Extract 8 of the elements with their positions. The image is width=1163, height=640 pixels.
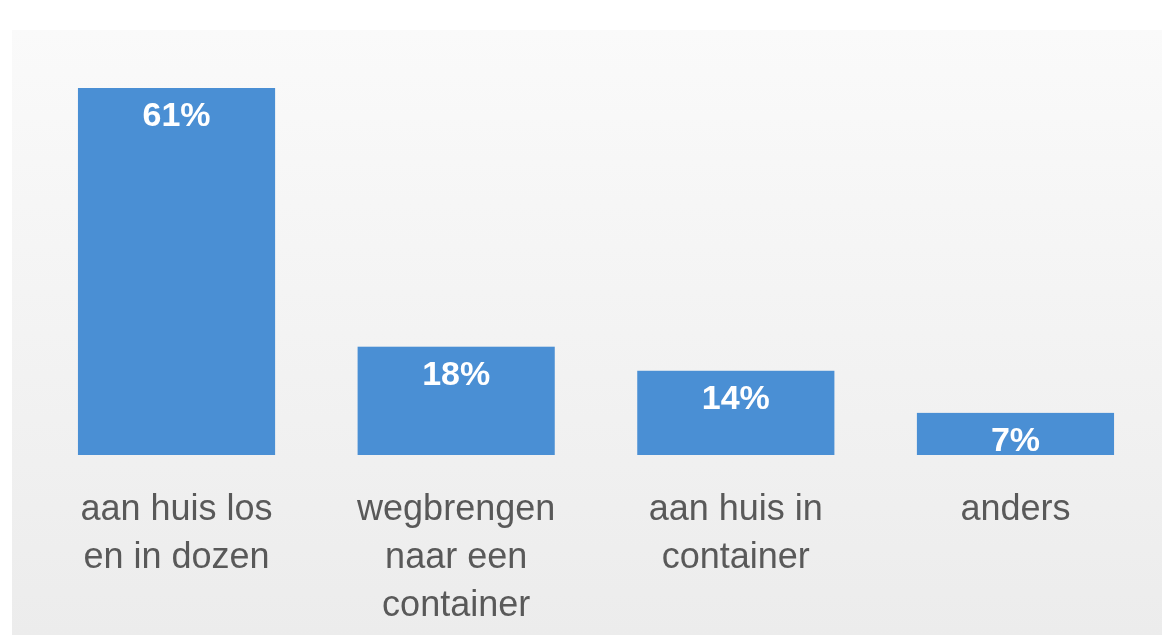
x-tick-label: aan huis in container	[648, 487, 823, 576]
data-label: 7%	[990, 419, 1041, 458]
data-label: 14%	[701, 377, 770, 416]
x-tick-label: aan huis los en in dozen	[80, 487, 273, 576]
x-tick-label: anders	[960, 487, 1071, 528]
data-label: 18%	[422, 353, 491, 392]
x-tick-label: wegbrengen naar een container	[356, 487, 556, 624]
data-label: 61%	[142, 95, 211, 133]
